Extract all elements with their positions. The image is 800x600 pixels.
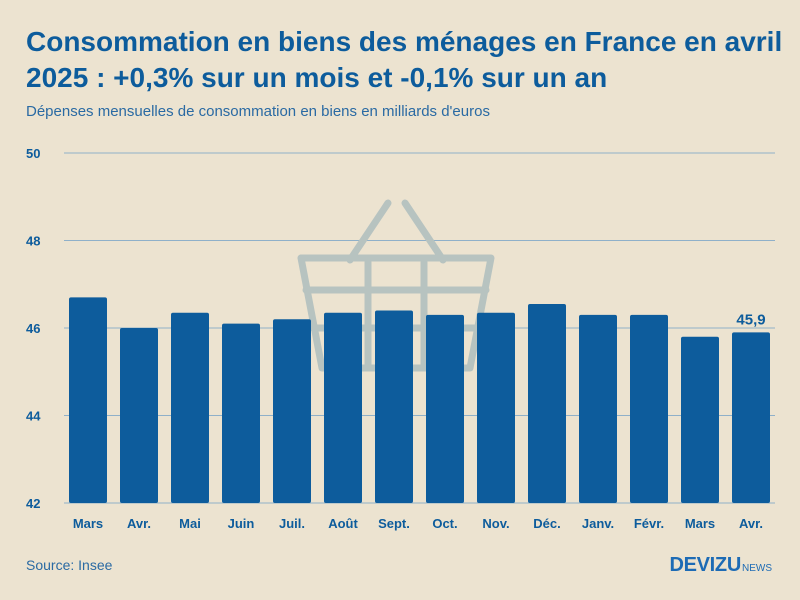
brand-name: DEVIZU: [669, 554, 741, 576]
x-tick-label: Août: [328, 516, 358, 531]
y-tick-label: 50: [26, 146, 40, 161]
source-note: Source: Insee: [26, 557, 113, 573]
x-tick-label: Sept.: [378, 516, 410, 531]
x-tick-label: Nov.: [482, 516, 509, 531]
x-tick-label: Févr.: [634, 516, 664, 531]
bar: [477, 312, 515, 503]
x-tick-label: Juin: [228, 516, 255, 531]
chart-title: Consommation en biens des ménages en Fra…: [26, 26, 783, 93]
y-axis: 42 44 46 48 50: [26, 146, 41, 511]
bar: [579, 314, 617, 503]
bar: [375, 310, 413, 503]
y-tick-label: 48: [26, 234, 40, 249]
bar: [222, 323, 260, 503]
brand-logo: DEVIZUNEWS: [669, 554, 772, 577]
bar: [120, 328, 158, 503]
chart-subtitle: Dépenses mensuelles de consommation en b…: [26, 103, 490, 120]
bar: [528, 303, 566, 503]
x-tick-label: Avr.: [127, 516, 151, 531]
bar: [630, 314, 668, 503]
x-tick-label: Mars: [73, 516, 103, 531]
x-axis: Mars Avr. Mai Juin Juil. Août Sept. Oct. Nov. Déc…: [73, 516, 763, 531]
bar: [171, 312, 209, 503]
x-tick-label: Mars: [685, 516, 715, 531]
bar: [681, 336, 719, 503]
data-label: 45,9: [736, 311, 765, 328]
x-tick-label: Juil.: [279, 516, 305, 531]
bar: [324, 312, 362, 503]
y-tick-label: 42: [26, 496, 40, 511]
x-tick-label: Déc.: [533, 516, 560, 531]
x-tick-label: Avr.: [739, 516, 763, 531]
bar: [69, 297, 107, 503]
bar: [426, 314, 464, 503]
y-tick-label: 44: [26, 409, 41, 424]
bar: [732, 332, 770, 503]
y-tick-label: 46: [26, 321, 40, 336]
bars: [69, 297, 770, 503]
data-labels: 45,9: [736, 311, 765, 328]
bar: [273, 319, 311, 503]
x-tick-label: Oct.: [432, 516, 457, 531]
x-tick-label: Janv.: [582, 516, 614, 531]
brand-suffix: NEWS: [742, 563, 772, 574]
x-tick-label: Mai: [179, 516, 201, 531]
